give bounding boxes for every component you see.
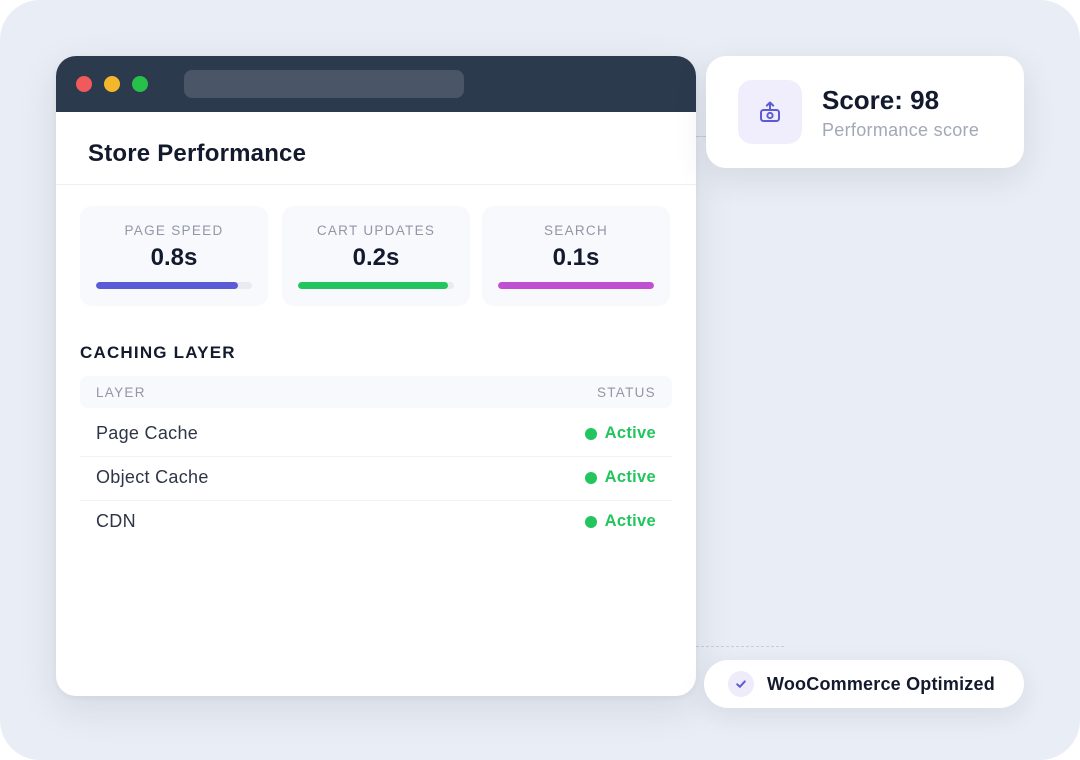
layer-name: CDN [96,511,136,531]
metric-card-page-speed: PAGE SPEED 0.8s [80,206,268,306]
maximize-window-button[interactable] [132,76,148,92]
metric-value: 0.2s [352,244,400,271]
status-dot-icon [585,472,597,484]
layer-name: Page Cache [96,423,199,443]
metric-progress-track [96,282,252,289]
score-subtitle: Performance score [822,120,980,140]
connector-line-top [696,136,706,137]
metric-progress-track [498,282,654,289]
check-icon-circle [728,671,754,697]
metric-value: 0.1s [552,244,600,271]
badge-label: WooCommerce Optimized [767,674,995,694]
status-label: Active [604,512,656,530]
minimize-window-button[interactable] [104,76,120,92]
score-icon-tile [738,80,802,144]
divider [56,184,696,185]
page-title: Store Performance [88,140,307,167]
status-label: Active [604,468,656,486]
layer-name: Object Cache [96,467,209,487]
table-header: LAYER STATUS [80,376,672,408]
woocommerce-badge: WooCommerce Optimized [704,660,1024,708]
metric-progress-fill [298,282,448,289]
metric-label: PAGE SPEED [124,223,224,238]
metric-progress-fill [96,282,238,289]
status-label: Active [604,424,656,442]
column-header-status: STATUS [596,385,656,400]
table-row[interactable]: Page Cache Active [80,412,672,457]
score-card: Score: 98 Performance score [706,56,1024,168]
check-icon [736,680,746,688]
table-row[interactable]: Object Cache Active [80,456,672,501]
metric-label: CART UPDATES [316,223,436,238]
metric-card-cart-updates: CART UPDATES 0.2s [282,206,470,306]
browser-window: Store Performance PAGE SPEED 0.8s CART U… [56,56,696,696]
address-bar[interactable] [184,70,464,98]
camera-upload-icon [760,101,780,122]
table-row[interactable]: CDN Active [80,500,672,544]
metric-card-search: SEARCH 0.1s [482,206,670,306]
connector-line-bottom [696,646,784,647]
column-header-layer: LAYER [96,385,146,400]
metric-progress-fill [498,282,654,289]
metric-value: 0.8s [150,244,198,271]
status-dot-icon [585,516,597,528]
close-window-button[interactable] [76,76,92,92]
section-title: CACHING LAYER [80,343,236,362]
metric-label: SEARCH [543,223,609,238]
score-value: Score: 98 [822,85,940,115]
metric-progress-track [298,282,454,289]
window-titlebar [56,56,696,112]
status-dot-icon [585,428,597,440]
